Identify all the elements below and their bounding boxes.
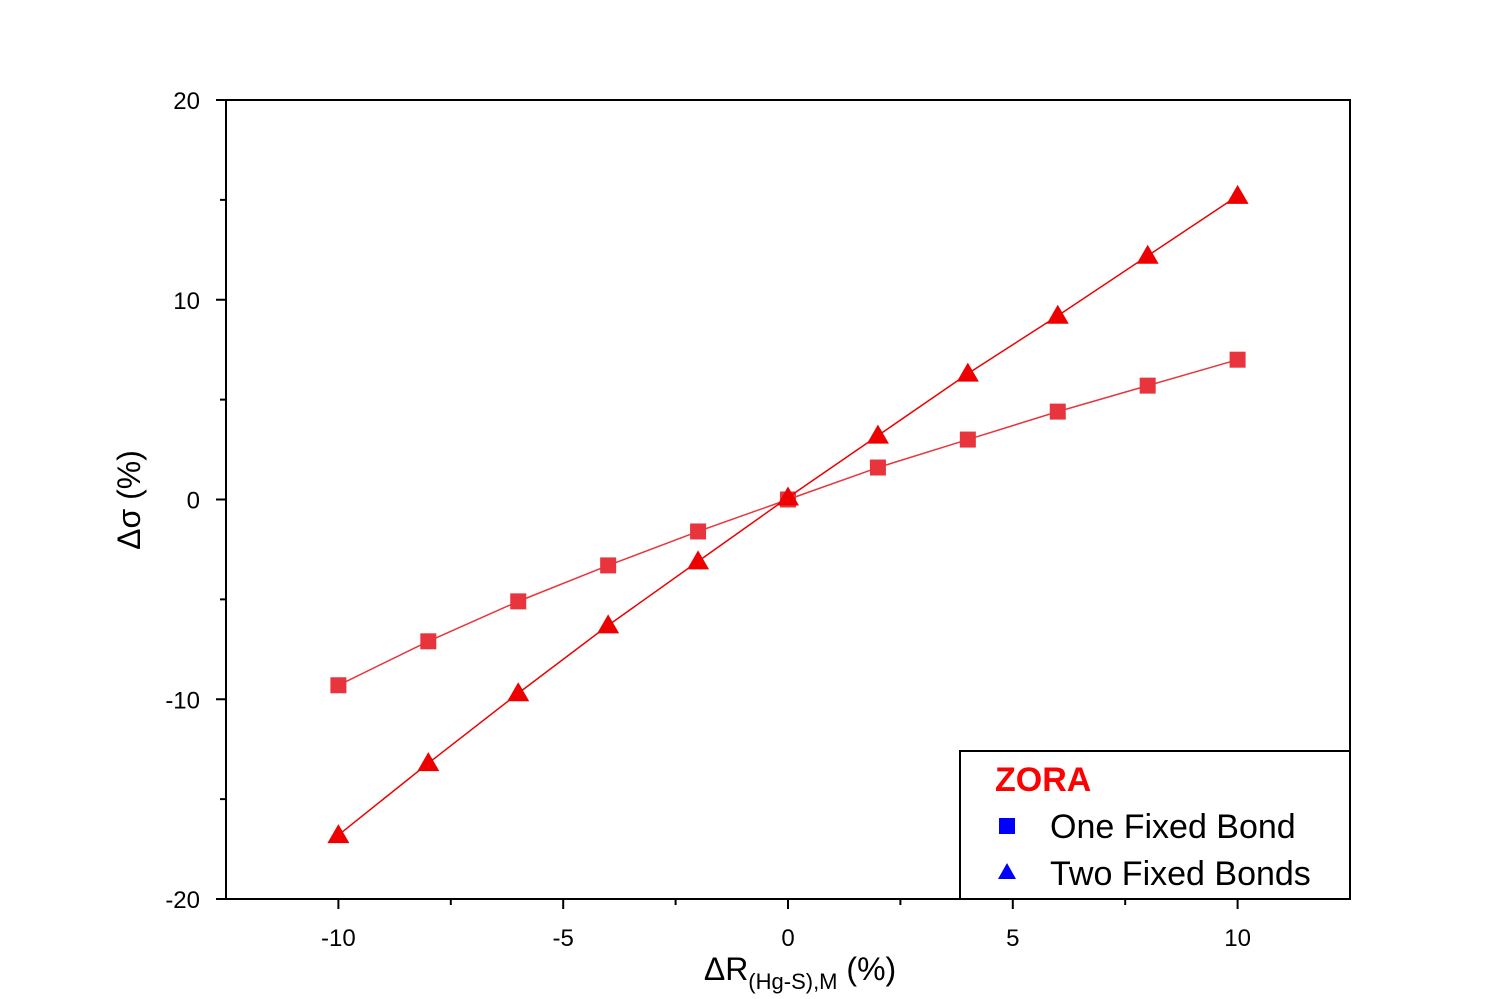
data-point-square	[1139, 377, 1156, 394]
data-point-square	[1049, 403, 1066, 420]
data-point-triangle	[327, 824, 350, 844]
y-tick-label: -10	[165, 687, 200, 714]
y-tick-label: 20	[173, 88, 200, 115]
x-axis-title: ΔR(Hg-S),M (%)	[704, 951, 896, 994]
legend-marker-square	[999, 818, 1015, 834]
x-axis-title-main: ΔR	[704, 951, 748, 987]
data-point-square	[1229, 351, 1246, 368]
data-point-triangle	[866, 424, 889, 444]
y-tick-label: -20	[165, 887, 200, 914]
data-point-square	[690, 523, 707, 540]
data-point-triangle	[597, 614, 620, 634]
y-tick-label: 0	[187, 488, 200, 515]
series-1	[327, 184, 1249, 844]
data-point-triangle	[1226, 184, 1249, 204]
data-point-triangle	[956, 362, 979, 382]
x-tick-label: -10	[321, 925, 356, 952]
series-0	[330, 351, 1246, 694]
data-point-triangle	[417, 752, 440, 772]
legend: ZORA One Fixed Bond Two Fixed Bonds	[959, 750, 1351, 900]
series-layer	[327, 184, 1249, 844]
axis-ticks	[216, 99, 1239, 909]
data-point-square	[420, 633, 437, 650]
x-tick-label: 5	[1006, 925, 1019, 952]
x-axis-title-subscript: (Hg-S),M	[748, 969, 837, 994]
data-point-triangle	[507, 682, 530, 702]
data-point-square	[510, 593, 527, 610]
series-line	[337, 195, 1239, 836]
series-line	[338, 358, 1238, 686]
data-point-triangle	[687, 550, 710, 570]
legend-box	[959, 750, 1351, 900]
axis-tick-labels: -10 -5 0 5 10 -20 -10 0 10 20	[165, 88, 1251, 952]
x-tick-label: 0	[781, 925, 794, 952]
x-tick-label: 10	[1224, 925, 1251, 952]
data-point-triangle	[1046, 304, 1069, 324]
x-axis-title-unit: (%)	[838, 951, 897, 987]
data-point-square	[959, 431, 976, 448]
legend-label-two-fixed-bonds: Two Fixed Bonds	[1050, 855, 1311, 893]
y-axis-title: Δσ (%)	[111, 450, 147, 550]
data-point-triangle	[777, 486, 799, 506]
data-point-triangle	[1136, 244, 1159, 264]
legend-title: ZORA	[995, 761, 1091, 799]
data-point-square	[869, 459, 886, 476]
y-tick-label: 10	[173, 288, 200, 315]
data-point-square	[330, 677, 347, 694]
legend-label-one-fixed-bond: One Fixed Bond	[1050, 808, 1296, 846]
data-point-square	[600, 557, 617, 574]
legend-marker-triangle	[998, 863, 1016, 879]
x-tick-label: -5	[553, 925, 574, 952]
